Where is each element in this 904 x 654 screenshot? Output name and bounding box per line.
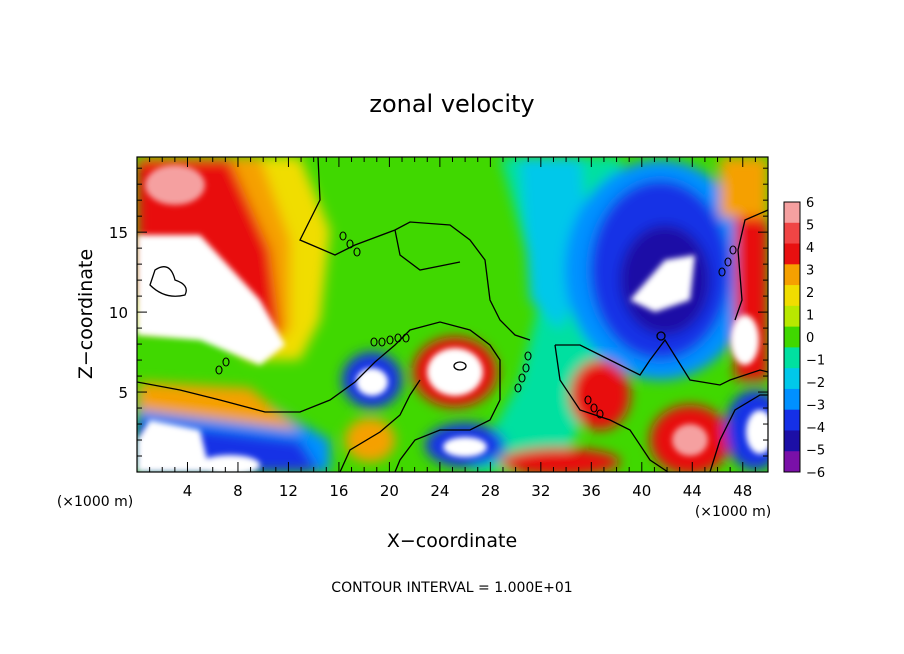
colorbar-label: 5	[806, 219, 814, 234]
colorbar-swatch	[784, 285, 800, 307]
x-tick-label: 24	[430, 482, 449, 500]
x-axis-label: X−coordinate	[387, 530, 517, 552]
x-tick-label: 12	[279, 482, 298, 500]
colorbar-label: −3	[806, 399, 825, 414]
y-tick-label: 15	[109, 224, 128, 242]
colorbar-label: 3	[806, 264, 814, 279]
x-tick-label: 36	[582, 482, 601, 500]
y-tick-labels: 5 10 15	[109, 224, 128, 402]
colorbar-swatch	[784, 347, 800, 369]
x-tick-label: 40	[632, 482, 651, 500]
colorbar-label: 2	[806, 286, 814, 301]
colorbar-label: −6	[806, 466, 825, 481]
colorbar-label: −4	[806, 421, 825, 436]
x-tick-labels: 4 8 12 16 20 24 28 32 36 40 44 48	[183, 482, 753, 500]
x-tick-label: 28	[481, 482, 500, 500]
x-tick-label: 4	[183, 482, 193, 500]
colorbar-labels: 6 5 4 3 2 1 0 −1 −2 −3 −4 −5 −6	[806, 196, 825, 481]
x-tick-label: 48	[733, 482, 752, 500]
y-axis-label: Z−coordinate	[75, 249, 97, 379]
colorbar-swatch	[784, 264, 800, 286]
colorbar-swatch	[784, 409, 800, 431]
colorbar-swatch	[784, 430, 800, 452]
colorbar-swatch	[784, 243, 800, 265]
x-unit-left: (×1000 m)	[57, 494, 133, 510]
axis-ticks	[137, 157, 768, 472]
y-tick-label: 10	[109, 304, 128, 322]
chart-title: zonal velocity	[369, 90, 534, 118]
colorbar-swatch	[784, 451, 800, 473]
x-tick-label: 44	[683, 482, 702, 500]
colorbar-label: 0	[806, 331, 814, 346]
contour-interval-note: CONTOUR INTERVAL = 1.000E+01	[331, 580, 572, 596]
colorbar-swatch	[784, 368, 800, 390]
colorbar-swatch	[784, 305, 800, 328]
colorbar-swatch	[784, 222, 800, 245]
colorbar-swatch	[784, 326, 800, 348]
colorbar-swatch	[784, 388, 800, 411]
colorbar-label: −2	[806, 376, 825, 391]
colorbar-label: 1	[806, 309, 814, 324]
y-tick-label: 5	[118, 384, 128, 402]
x-tick-label: 20	[380, 482, 399, 500]
velocity-field	[137, 157, 768, 472]
colorbar-label: 6	[806, 196, 814, 211]
x-tick-label: 16	[329, 482, 348, 500]
x-tick-label: 8	[233, 482, 243, 500]
x-unit-right: (×1000 m)	[695, 504, 771, 520]
x-tick-label: 32	[531, 482, 550, 500]
colorbar-label: −1	[806, 354, 825, 369]
colorbar-label: −5	[806, 444, 825, 459]
colorbar	[783, 201, 801, 473]
colorbar-label: 4	[806, 241, 814, 256]
colorbar-frame	[783, 201, 801, 473]
colorbar-swatch	[784, 202, 800, 224]
